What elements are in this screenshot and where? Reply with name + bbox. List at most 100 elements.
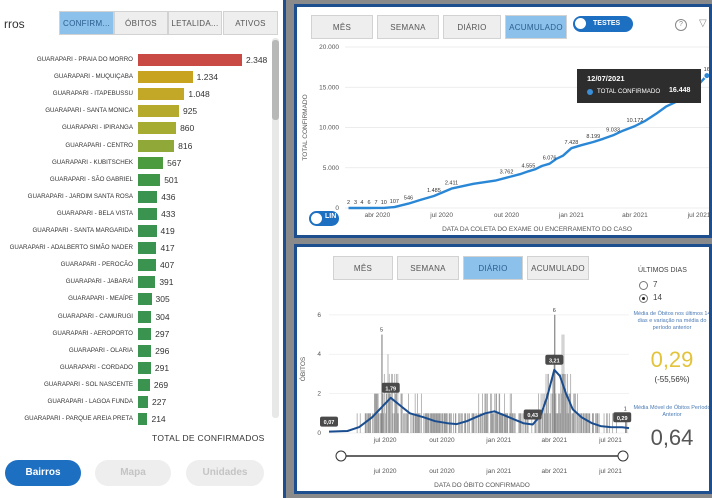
bar[interactable] <box>138 139 175 152</box>
lin-log-toggle[interactable]: LIN <box>309 211 339 226</box>
bar[interactable] <box>138 344 152 357</box>
bar[interactable] <box>138 207 158 220</box>
ultimos-dias-label: ÚLTIMOS DIAS <box>638 267 687 274</box>
bar[interactable] <box>138 293 152 306</box>
daily-death-bar <box>373 413 375 433</box>
bar-row[interactable]: GUARAPARI - LAGOA FUNDA 227 <box>0 395 280 409</box>
bar-row[interactable]: GUARAPARI - SANTA MONICA 925 <box>0 104 280 118</box>
daily-death-bar <box>404 413 406 433</box>
bar[interactable] <box>138 225 157 237</box>
bar[interactable] <box>138 71 193 84</box>
series-dot-icon <box>587 89 593 95</box>
bar[interactable] <box>138 190 158 203</box>
scrollbar-thumb[interactable] <box>272 40 279 120</box>
tab-diario[interactable]: DIÁRIO <box>443 15 501 39</box>
daily-death-bar <box>616 413 617 433</box>
daily-death-bar <box>475 413 477 433</box>
scrollbar[interactable] <box>272 38 279 418</box>
bar-row[interactable]: GUARAPARI - SÃO GABRIEL 501 <box>0 173 280 187</box>
tab-ativos[interactable]: ATIVOS <box>223 11 278 35</box>
daily-death-bar <box>585 413 586 433</box>
bar-row[interactable]: GUARAPARI - KUBITSCHEK 567 <box>0 156 280 170</box>
bar-row[interactable]: GUARAPARI - SOL NASCENTE 269 <box>0 378 280 392</box>
bar-label: GUARAPARI - CENTRO <box>65 141 133 149</box>
bar-row[interactable]: GUARAPARI - AEROPORTO 297 <box>0 327 280 341</box>
daily-death-bar <box>559 393 560 433</box>
bar-row[interactable]: GUARAPARI - ITAPEBUSSU 1.048 <box>0 87 280 101</box>
bar-row[interactable]: GUARAPARI - SANTA MARGARIDA 419 <box>0 224 280 238</box>
tab-letalidade[interactable]: LETALIDA... <box>168 11 222 35</box>
bar-row[interactable]: GUARAPARI - OLARIA 296 <box>0 344 280 358</box>
help-icon[interactable]: ? <box>675 19 687 31</box>
filter-icon[interactable]: ▽ <box>699 18 707 29</box>
bar-row[interactable]: GUARAPARI - PARQUE AREIA PRETA 214 <box>0 412 280 426</box>
daily-death-bar <box>503 413 505 433</box>
radio-7[interactable] <box>639 281 648 290</box>
daily-death-bar <box>372 413 373 433</box>
tab-obitos[interactable]: ÓBITOS <box>114 11 168 35</box>
bar-row[interactable]: GUARAPARI - CORDADO 291 <box>0 361 280 375</box>
daily-death-bar <box>477 413 479 433</box>
tab-acumulado[interactable]: ACUMULADO <box>527 256 589 280</box>
daily-death-bar <box>567 373 568 433</box>
testes-toggle[interactable]: TESTES <box>573 16 633 32</box>
bar-row[interactable]: GUARAPARI - CAMURUGI 304 <box>0 310 280 324</box>
bar[interactable] <box>138 88 185 101</box>
bar[interactable] <box>138 105 179 118</box>
daily-death-bar <box>479 413 481 433</box>
daily-death-bar <box>588 413 590 433</box>
tooltip-series: TOTAL CONFIRMADO <box>597 88 661 95</box>
tab-mes[interactable]: MÊS <box>311 15 373 39</box>
y-tick-label: 20.000 <box>319 44 339 51</box>
daily-death-bar <box>400 393 402 433</box>
daily-death-bar <box>566 393 567 433</box>
bar-label: GUARAPARI - OLARIA <box>68 346 133 354</box>
bar[interactable] <box>138 122 177 135</box>
bar-label: GUARAPARI - MUQUIÇABA <box>54 73 133 81</box>
daily-death-bar <box>380 413 381 433</box>
tab-semana[interactable]: SEMANA <box>377 15 439 39</box>
daily-death-bar <box>380 413 382 433</box>
tab-acumulado[interactable]: ACUMULADO <box>505 15 567 39</box>
tab-semana[interactable]: SEMANA <box>397 256 459 280</box>
bar-row[interactable]: GUARAPARI - PEROCÃO 407 <box>0 258 280 272</box>
daily-death-bar <box>585 413 587 433</box>
bar[interactable] <box>138 327 152 340</box>
bar[interactable] <box>138 378 150 391</box>
bar-row[interactable]: GUARAPARI - JABARAÍ 391 <box>0 275 280 289</box>
bairros-button[interactable]: Bairros <box>5 460 81 486</box>
daily-death-bar <box>509 413 510 433</box>
bar-row[interactable]: GUARAPARI - JARDIM SANTA ROSA 436 <box>0 190 280 204</box>
daily-death-bar <box>431 413 433 433</box>
bar[interactable] <box>138 259 157 272</box>
bar[interactable] <box>138 54 242 66</box>
bar[interactable] <box>138 242 157 255</box>
daily-death-bar <box>560 373 562 433</box>
bar-row[interactable]: GUARAPARI - MEAÍPE 305 <box>0 292 280 306</box>
tab-mes[interactable]: MÊS <box>333 256 393 280</box>
mapa-button[interactable]: Mapa <box>95 460 171 486</box>
daily-death-bar <box>564 393 566 433</box>
bar[interactable] <box>138 310 152 323</box>
bar[interactable] <box>138 156 164 169</box>
bar-row[interactable]: GUARAPARI - IPIRANGA 860 <box>0 121 280 135</box>
daily-death-bar <box>554 314 556 433</box>
bar[interactable] <box>138 361 151 374</box>
daily-death-bar <box>401 393 403 433</box>
tab-confirmados[interactable]: CONFIRM... <box>59 11 114 35</box>
radio-14[interactable] <box>639 294 648 303</box>
daily-death-bar <box>411 413 413 433</box>
bar-row[interactable]: GUARAPARI - MUQUIÇABA 1.234 <box>0 70 280 84</box>
bar-row[interactable]: GUARAPARI - BELA VISTA 433 <box>0 207 280 221</box>
bar[interactable] <box>138 396 149 408</box>
daily-death-bar <box>394 373 396 433</box>
bar-row[interactable]: GUARAPARI - CENTRO 816 <box>0 139 280 153</box>
bar-row[interactable]: GUARAPARI - ADALBERTO SIMÃO NADER 417 <box>0 241 280 255</box>
bar[interactable] <box>138 413 148 426</box>
daily-death-bar <box>580 413 581 433</box>
unidades-button[interactable]: Unidades <box>186 460 264 486</box>
bar[interactable] <box>138 276 156 289</box>
tab-diario[interactable]: DIÁRIO <box>463 256 523 280</box>
bar-row[interactable]: GUARAPARI - PRAIA DO MORRO 2.348 <box>0 53 280 67</box>
bar[interactable] <box>138 173 161 186</box>
